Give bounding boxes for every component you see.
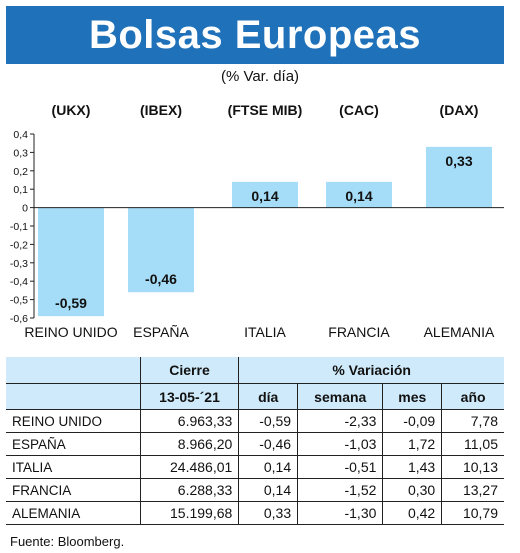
table-cell-cierre: 15.199,68 <box>139 501 239 525</box>
table-cell-cierre: 8.966,20 <box>139 432 239 456</box>
table-cell-mes: 1,72 <box>382 432 442 456</box>
table-cell-semana: -1,52 <box>297 478 383 502</box>
y-tick-label: 0,2 <box>13 166 28 178</box>
table-cell-cierre: 6.963,33 <box>139 409 239 433</box>
table-header-variacion: % Variación <box>238 357 504 384</box>
table-cell-name: REINO UNIDO <box>6 409 141 433</box>
table-cell-ano: 7,78 <box>441 409 504 433</box>
y-tick-label: 0,1 <box>13 184 28 196</box>
table-cell-dia: -0,59 <box>238 409 298 433</box>
page-title: Bolsas Europeas <box>88 12 422 57</box>
y-tick-label: 0,3 <box>13 147 28 159</box>
table-cell-dia: -0,46 <box>238 432 298 456</box>
y-tick-label: -0,6 <box>10 313 28 325</box>
index-label: (IBEX) <box>140 102 182 118</box>
table-cell-ano: 10,79 <box>441 501 504 525</box>
table-header-cierre: Cierre <box>139 357 239 384</box>
table-cell-mes: 0,42 <box>382 501 442 525</box>
table-header-blank <box>6 357 141 384</box>
table-cell-dia: 0,14 <box>238 455 298 479</box>
table-cell-dia: 0,14 <box>238 478 298 502</box>
table-row: ESPAÑA 8.966,20 -0,46 -1,03 1,72 11,05 <box>6 432 504 456</box>
category-label: REINO UNIDO <box>24 324 117 340</box>
chart-subtitle: (% Var. día) <box>220 68 300 85</box>
table-header-semana: semana <box>297 383 383 410</box>
table-header-dia: día <box>238 383 298 410</box>
table-cell-cierre: 6.288,33 <box>139 478 239 502</box>
table-header-blank-2 <box>6 383 141 410</box>
index-label: (DAX) <box>440 102 479 118</box>
bar-value-label: -0,46 <box>145 271 177 287</box>
table-row: ITALIA 24.486,01 0,14 -0,51 1,43 10,13 <box>6 455 504 479</box>
category-label: ESPAÑA <box>133 324 189 340</box>
table-cell-name: FRANCIA <box>6 478 141 502</box>
table-cell-mes: -0,09 <box>382 409 442 433</box>
table-cell-dia: 0,33 <box>238 501 298 525</box>
index-label: (FTSE MIB) <box>228 102 303 118</box>
table-header-mes: mes <box>382 383 442 410</box>
title-banner: Bolsas Europeas <box>6 6 504 64</box>
y-tick-label: -0,1 <box>10 221 28 233</box>
bar-value-label: 0,14 <box>251 188 278 204</box>
bar-3 <box>326 181 392 208</box>
category-label: ITALIA <box>244 324 286 340</box>
bar-0 <box>38 207 104 317</box>
table-cell-ano: 11,05 <box>441 432 504 456</box>
table-cell-semana: -1,03 <box>297 432 383 456</box>
index-label: (UKX) <box>52 102 91 118</box>
bar-chart: 0,4 0,3 0,2 0,1 0 -0,1 -0,2 -0,3 -0,4 -0,5 -0,6 -0,… <box>10 102 504 340</box>
y-tick-label: -0,4 <box>10 276 28 288</box>
table-cell-cierre: 24.486,01 <box>139 455 239 479</box>
table-row: ALEMANIA 15.199,68 0,33 -1,30 0,42 10,79 <box>6 501 504 525</box>
y-tick-label: 0 <box>22 203 28 215</box>
y-tick-label: -0,3 <box>10 258 28 270</box>
table-cell-mes: 0,30 <box>382 478 442 502</box>
table-cell-semana: -2,33 <box>297 409 383 433</box>
table-header-date: 13-05-´21 <box>139 383 239 410</box>
table-row: REINO UNIDO 6.963,33 -0,59 -2,33 -0,09 7,78 <box>6 409 504 433</box>
table-cell-name: ESPAÑA <box>6 432 141 456</box>
bar-4 <box>426 146 492 208</box>
category-label: FRANCIA <box>328 324 390 340</box>
bar-value-label: 0,33 <box>445 153 472 169</box>
table-cell-ano: 13,27 <box>441 478 504 502</box>
table-cell-semana: -1,30 <box>297 501 383 525</box>
table-cell-semana: -0,51 <box>297 455 383 479</box>
table-row: FRANCIA 6.288,33 0,14 -1,52 0,30 13,27 <box>6 478 504 502</box>
table-cell-ano: 10,13 <box>441 455 504 479</box>
category-label: ALEMANIA <box>424 324 495 340</box>
table-header-ano: año <box>441 383 504 410</box>
index-label: (CAC) <box>339 102 379 118</box>
bar-value-label: 0,14 <box>345 188 372 204</box>
market-table: Cierre % Variación 13-05-´21 día semana … <box>6 357 504 525</box>
bar-2 <box>232 181 298 208</box>
y-tick-label: -0,5 <box>10 295 28 307</box>
bar-1 <box>128 207 194 293</box>
table-cell-mes: 1,43 <box>382 455 442 479</box>
y-tick-label: 0,4 <box>13 129 28 141</box>
y-tick-label: -0,2 <box>10 239 28 251</box>
table-cell-name: ALEMANIA <box>6 501 141 525</box>
bar-value-label: -0,59 <box>55 295 87 311</box>
source-note: Fuente: Bloomberg. <box>10 534 125 549</box>
table-cell-name: ITALIA <box>6 455 141 479</box>
